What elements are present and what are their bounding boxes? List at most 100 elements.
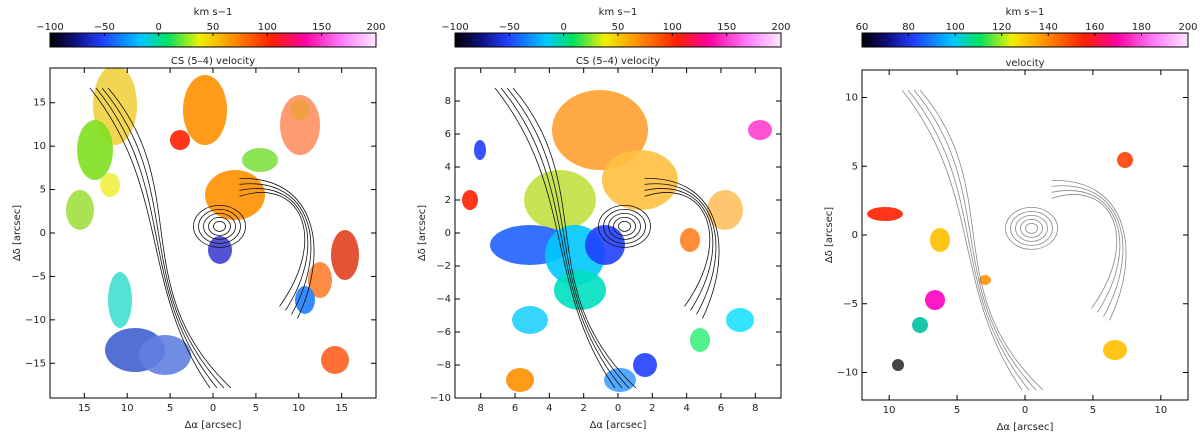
intensity-contour bbox=[1005, 206, 1058, 250]
intensity-contour bbox=[95, 87, 218, 389]
velocity-blob bbox=[290, 100, 310, 120]
colorbar-tick-label: 150 bbox=[717, 22, 736, 33]
x-tick-label: 10 bbox=[121, 403, 134, 414]
y-tick-label: 6 bbox=[445, 129, 451, 140]
y-tick-label: 10 bbox=[33, 141, 46, 152]
colorbar: −100 −50 0 50 100 150 200 km s−1 bbox=[36, 7, 386, 48]
intensity-contour bbox=[907, 89, 1030, 391]
y-tick-label: −10 bbox=[837, 368, 858, 379]
velocity-blob bbox=[100, 173, 120, 197]
x-tick-label: 5 bbox=[253, 403, 259, 414]
intensity-contour bbox=[107, 87, 232, 389]
y-tick-label: 15 bbox=[33, 98, 46, 109]
colorbar-tick-label: 60 bbox=[856, 22, 869, 33]
intensity-contour bbox=[198, 208, 241, 244]
x-tick-label: 10 bbox=[883, 405, 896, 416]
velocity-blob bbox=[707, 190, 743, 230]
intensity-contour bbox=[1051, 179, 1127, 321]
x-tick-label: 8 bbox=[478, 403, 484, 414]
x-tick-label: 4 bbox=[546, 403, 552, 414]
velocity-blob bbox=[554, 270, 606, 310]
velocity-blob bbox=[602, 150, 678, 210]
intensity-contour bbox=[1010, 210, 1053, 246]
colorbar-tick-label: 0 bbox=[155, 22, 161, 33]
map-content bbox=[50, 68, 376, 398]
intensity-contour bbox=[239, 192, 306, 307]
colorbar-tick-label: 200 bbox=[1178, 22, 1197, 33]
velocity-blob bbox=[242, 148, 278, 172]
velocity-blob bbox=[585, 225, 625, 265]
intensity-contour bbox=[913, 89, 1037, 391]
y-tick-label: −2 bbox=[436, 261, 451, 272]
velocity-blob bbox=[925, 290, 945, 310]
y-tick-label: −15 bbox=[25, 358, 46, 369]
x-tick-label: 6 bbox=[718, 403, 724, 414]
x-tick-label: 10 bbox=[292, 403, 305, 414]
x-axis-title: Δα [arcsec] bbox=[185, 420, 242, 431]
velocity-blob bbox=[867, 207, 903, 221]
intensity-contour bbox=[1051, 194, 1118, 309]
x-axis-title: Δα [arcsec] bbox=[590, 420, 647, 431]
velocity-blob bbox=[912, 317, 928, 333]
intensity-contour bbox=[239, 177, 315, 319]
colorbar: −100 −50 0 50 100 150 200 km s−1 bbox=[441, 7, 791, 48]
intensity-contour bbox=[101, 87, 225, 389]
intensity-contour bbox=[644, 183, 717, 315]
velocity-blob bbox=[524, 170, 596, 230]
velocity-blob bbox=[892, 359, 904, 371]
y-tick-label: −10 bbox=[25, 315, 46, 326]
x-tick-label: 5 bbox=[1090, 405, 1096, 416]
intensity-contour bbox=[901, 89, 1023, 391]
y-tick-label: 2 bbox=[445, 195, 451, 206]
intensity-contour bbox=[1051, 190, 1121, 313]
x-tick-label: 15 bbox=[78, 403, 91, 414]
y-tick-label: −6 bbox=[436, 327, 451, 338]
velocity-blob bbox=[604, 368, 636, 392]
colorbar-tick-label: 100 bbox=[946, 22, 965, 33]
y-tick-label: −5 bbox=[31, 271, 46, 282]
x-tick-label: 5 bbox=[167, 403, 173, 414]
colorbar-tick-label: 160 bbox=[1085, 22, 1104, 33]
colorbar-unit-label: km s−1 bbox=[599, 7, 638, 18]
colorbar-tick-label: 140 bbox=[1039, 22, 1058, 33]
velocity-blob bbox=[308, 262, 332, 298]
colorbar-tick-label: 200 bbox=[771, 22, 790, 33]
y-tick-label: 8 bbox=[445, 96, 451, 107]
velocity-blob bbox=[170, 130, 190, 150]
velocity-blob bbox=[66, 190, 94, 230]
velocity-blob bbox=[979, 275, 991, 285]
intensity-contour bbox=[644, 177, 720, 319]
y-tick-label: 10 bbox=[845, 93, 858, 104]
intensity-contour bbox=[500, 87, 623, 389]
intensity-contour bbox=[644, 192, 711, 307]
colorbar-tick-label: 100 bbox=[663, 22, 682, 33]
intensity-contour bbox=[203, 212, 236, 240]
y-axis-title: Δδ [arcsec] bbox=[12, 205, 23, 261]
x-tick-label: 4 bbox=[683, 403, 689, 414]
y-axis-title: Δδ [arcsec] bbox=[417, 205, 428, 261]
intensity-contour bbox=[512, 87, 637, 389]
y-tick-label: −10 bbox=[430, 393, 451, 404]
colorbar-unit-label: km s−1 bbox=[1006, 7, 1045, 18]
intensity-contour bbox=[239, 183, 312, 315]
y-tick-label: −4 bbox=[436, 294, 451, 305]
colorbar-gradient bbox=[861, 32, 1189, 48]
colorbar-tick-label: 180 bbox=[1132, 22, 1151, 33]
intensity-contour bbox=[494, 87, 616, 389]
colorbar-tick-label: 120 bbox=[992, 22, 1011, 33]
colorbar-tick-label: −50 bbox=[499, 22, 520, 33]
intensity-contour bbox=[919, 89, 1044, 391]
intensity-contour bbox=[644, 188, 714, 311]
map-background bbox=[862, 70, 1188, 400]
velocity-blob bbox=[139, 335, 191, 375]
panel-title: CS (5–4) velocity bbox=[576, 56, 660, 67]
colorbar-tick-label: 50 bbox=[207, 22, 220, 33]
x-tick-label: 0 bbox=[1022, 405, 1028, 416]
intensity-contour bbox=[208, 216, 231, 236]
colorbar-tick-label: −50 bbox=[94, 22, 115, 33]
velocity-blob bbox=[331, 230, 359, 280]
intensity-contour bbox=[603, 208, 646, 244]
intensity-contour bbox=[506, 87, 630, 389]
colorbar-tick-label: −100 bbox=[36, 22, 63, 33]
